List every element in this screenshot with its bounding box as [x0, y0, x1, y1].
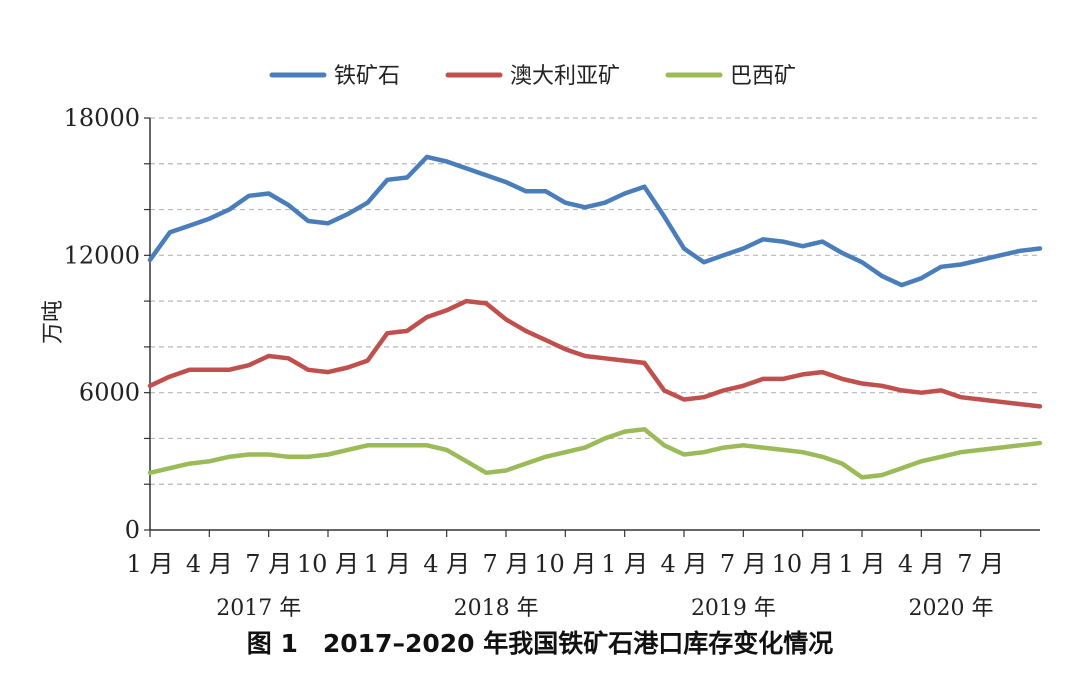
year-label: 2017 年 [216, 596, 301, 620]
x-tick-label: 10 月 [297, 550, 359, 578]
year-label: 2020 年 [909, 596, 994, 620]
axes [144, 117, 1040, 537]
y-tick-label: 12000 [64, 241, 140, 269]
series-line-1 [147, 154, 1043, 288]
year-label: 2019 年 [691, 596, 776, 620]
gridlines [150, 117, 1040, 485]
x-tick-label: 7 月 [245, 550, 292, 578]
series-layer [147, 154, 1043, 480]
x-tick-label: 4 月 [661, 550, 708, 578]
y-tick-label: 6000 [79, 379, 140, 407]
x-tick-label: 1 月 [127, 550, 174, 578]
x-tick-label: 4 月 [898, 550, 945, 578]
y-tick-label: 0 [125, 516, 140, 544]
x-tick-label: 4 月 [186, 550, 233, 578]
y-tick-label: 18000 [64, 104, 140, 132]
x-tick-label: 10 月 [534, 550, 596, 578]
legend-label: 巴西矿 [730, 64, 796, 89]
x-tick-label: 10 月 [772, 550, 834, 578]
x-tick-label: 7 月 [483, 550, 530, 578]
x-tick-label: 1 月 [601, 550, 648, 578]
y-axis-label: 万吨 [41, 300, 66, 344]
x-tick-label: 1 月 [839, 550, 886, 578]
series-line-2 [147, 298, 1043, 409]
figure-caption: 图 1 2017–2020 年我国铁矿石港口库存变化情况 [246, 629, 834, 658]
x-tick-label: 4 月 [423, 550, 470, 578]
x-tick-label: 7 月 [720, 550, 767, 578]
legend-label: 铁矿石 [334, 64, 400, 89]
legend: 铁矿石 澳大利亚矿 巴西矿 [269, 64, 796, 89]
legend-label: 澳大利亚矿 [510, 64, 620, 89]
year-label: 2018 年 [454, 596, 539, 620]
x-tick-label: 1 月 [364, 550, 411, 578]
x-tick-label: 7 月 [957, 550, 1004, 578]
series-line-3 [147, 427, 1043, 480]
